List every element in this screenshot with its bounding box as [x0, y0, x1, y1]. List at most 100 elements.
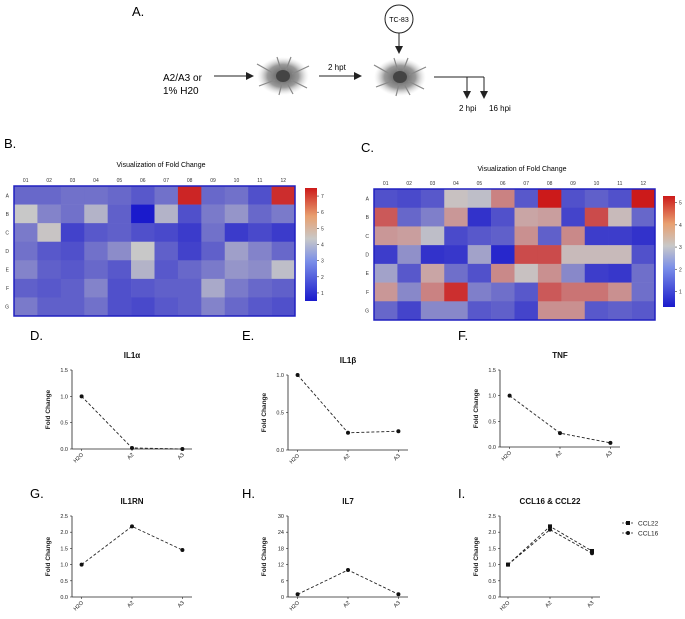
column-label: 12: [281, 178, 287, 184]
heatmap-cell: [584, 189, 609, 209]
heatmap-cell: [631, 282, 656, 302]
heatmap-cell: [107, 186, 132, 205]
colorbar-tick-label: 1: [679, 289, 682, 295]
heatmap-cell: [271, 297, 296, 317]
heatmap-cell: [608, 207, 632, 227]
data-point: [608, 440, 613, 445]
heatmap-cell: [201, 297, 226, 317]
data-point: [506, 562, 510, 567]
heatmap-cell: [248, 260, 272, 280]
column-label: 01: [383, 181, 389, 187]
panel-label-e: E.: [242, 328, 254, 343]
heatmap-cell: [60, 186, 85, 205]
heatmap-cell: [467, 263, 492, 283]
heatmap-cell: [224, 223, 249, 243]
data-point: [79, 562, 84, 567]
heatmap-b-title: Visualization of Fold Change: [117, 162, 206, 169]
panel-label-i: I.: [458, 486, 465, 501]
y-axis-label: Fold Change: [473, 536, 480, 576]
treatment-label-line1: A2/A3 or: [163, 73, 203, 84]
data-point: [507, 393, 512, 398]
heatmap-cell: [608, 245, 632, 265]
x-tick-label: A2: [554, 450, 563, 459]
heatmap-cell: [131, 241, 155, 261]
heatmap-cell: [271, 186, 296, 205]
data-point: [346, 568, 350, 572]
y-tick-label: 1.0: [60, 563, 68, 569]
heatmap-cell: [491, 282, 515, 302]
heatmap-cell: [397, 207, 422, 227]
heatmap-cell: [248, 241, 272, 261]
plot-title: TNF: [552, 351, 568, 360]
heatmap-cell: [201, 223, 226, 243]
panel-a: A. A2/A3 or 1% H20 2 hpt TC-83 2 hpi 16 …: [132, 4, 511, 113]
heatmap-cell: [397, 189, 422, 209]
colorbar-tick-label: 4: [679, 223, 682, 229]
heatmap-cell: [631, 207, 656, 227]
heatmap-cell: [224, 278, 249, 298]
data-point: [130, 524, 134, 529]
heatmap-cell: [608, 301, 632, 321]
heatmap-cell: [491, 245, 515, 265]
heatmap-cell: [201, 186, 226, 205]
plot-title: CCL16 & CCL22: [520, 497, 581, 506]
heatmap-cell: [420, 207, 445, 227]
heatmap-cell: [420, 282, 445, 302]
heatmap-cell: [107, 260, 132, 280]
heatmap-cell: [84, 204, 108, 224]
heatmap-cell: [420, 189, 445, 209]
row-label: G: [5, 305, 9, 311]
y-tick-label: 6: [281, 579, 284, 585]
plot-ccl: CCL16 & CCL22 0.0 0.5 1.0 1.5 2.0 2.5 Fold Chan…: [473, 497, 659, 612]
x-tick-label: A3: [586, 600, 595, 609]
column-label: 02: [46, 178, 52, 184]
heatmap-cell: [271, 241, 296, 261]
heatmap-cell: [14, 241, 38, 261]
series-line: [81, 396, 183, 450]
y-tick-label: 2.5: [60, 514, 68, 520]
y-tick-label: 0.0: [60, 447, 68, 453]
heatmap-cell: [154, 278, 179, 298]
x-tick-label: A3: [177, 452, 186, 461]
x-tick-label: H2O: [289, 453, 302, 466]
colorbar-tick-label: 5: [679, 201, 682, 207]
heatmap-cell: [374, 282, 398, 302]
y-axis-label: Fold Change: [261, 536, 268, 576]
heatmap-cell: [271, 204, 296, 224]
heatmap-cell: [177, 297, 202, 317]
heatmap-cell: [561, 301, 586, 321]
heatmap-cell: [177, 223, 202, 243]
heatmap-cell: [374, 207, 398, 227]
heatmap-cell: [374, 301, 398, 321]
heatmap-cell: [131, 186, 155, 205]
heatmap-cell: [37, 186, 62, 205]
plot-il1rn: IL1RN 0.0 0.5 1.0 1.5 2.0 2.5 Fold Change H2O A2 A…: [45, 497, 192, 612]
y-tick-label: 1.0: [488, 394, 496, 400]
series-line: [297, 374, 399, 434]
column-label: 07: [523, 181, 529, 187]
y-tick-label: 1.0: [60, 394, 68, 400]
data-point: [590, 551, 594, 556]
y-tick-label: 0.5: [488, 579, 496, 585]
heatmap-cell: [60, 241, 85, 261]
heatmap-cell: [201, 204, 226, 224]
heatmap-cell: [514, 301, 539, 321]
row-label: D: [365, 253, 369, 259]
panel-label-b: B.: [4, 136, 16, 151]
data-point: [548, 527, 552, 532]
heatmap-c-border: [373, 188, 656, 321]
heatmap-cell: [561, 189, 586, 209]
heatmap-c: Visualization of Fold Change 01 02 03 04 05 0…: [365, 166, 682, 321]
heatmap-cell: [514, 189, 539, 209]
heatmap-cell: [397, 282, 422, 302]
heatmap-cell: [248, 297, 272, 317]
series-line: [507, 529, 593, 565]
series-line: [81, 525, 183, 565]
heatmap-cell: [444, 245, 468, 265]
heatmap-c-title: Visualization of Fold Change: [478, 166, 567, 173]
data-point: [548, 524, 552, 529]
heatmap-cell: [561, 263, 586, 283]
row-label: C: [5, 230, 9, 236]
series-line: [507, 525, 593, 565]
plot-title: IL1α: [124, 351, 141, 360]
